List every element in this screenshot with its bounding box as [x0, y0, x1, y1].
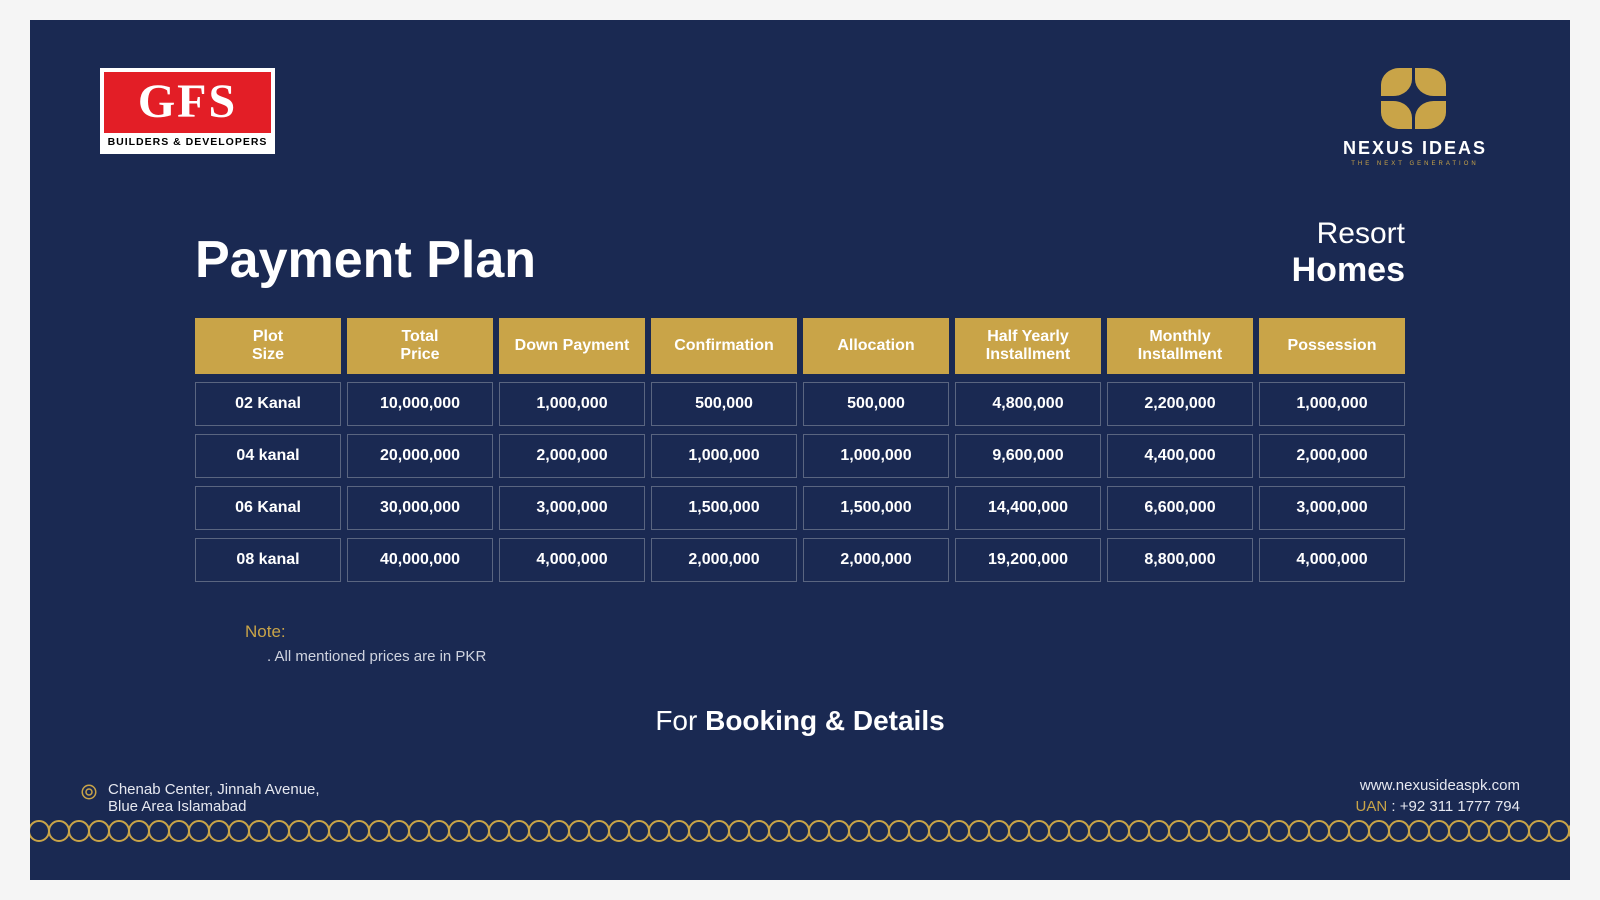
table-header-cell: Down Payment [499, 318, 645, 374]
uan-label: UAN [1356, 798, 1388, 815]
gfs-logo: GFS BUILDERS & DEVELOPERS [100, 68, 275, 154]
table-cell: 10,000,000 [347, 382, 493, 426]
table-cell: 2,000,000 [803, 538, 949, 582]
title-row: Payment Plan Resort Homes [195, 217, 1405, 290]
table-cell: 19,200,000 [955, 538, 1101, 582]
table-cell: 6,600,000 [1107, 486, 1253, 530]
decorative-border-pattern [30, 820, 1570, 842]
table-body: 02 Kanal10,000,0001,000,000500,000500,00… [195, 382, 1405, 582]
uan-line: UAN : +92 311 1777 794 [1356, 798, 1520, 815]
note-label: Note: [245, 622, 1500, 642]
gfs-logo-subtitle: BUILDERS & DEVELOPERS [104, 133, 271, 150]
table-cell: 500,000 [803, 382, 949, 426]
table-cell: 500,000 [651, 382, 797, 426]
table-cell: 2,200,000 [1107, 382, 1253, 426]
table-header-row: PlotSizeTotalPriceDown PaymentConfirmati… [195, 318, 1405, 374]
table-cell: 4,400,000 [1107, 434, 1253, 478]
note-text: . All mentioned prices are in PKR [267, 648, 1500, 665]
table-cell: 8,800,000 [1107, 538, 1253, 582]
table-header-cell: Confirmation [651, 318, 797, 374]
table-cell: 02 Kanal [195, 382, 341, 426]
table-cell: 1,500,000 [651, 486, 797, 530]
table-header-cell: PlotSize [195, 318, 341, 374]
table-cell: 2,000,000 [1259, 434, 1405, 478]
table-cell: 06 Kanal [195, 486, 341, 530]
table-cell: 2,000,000 [499, 434, 645, 478]
table-cell: 1,000,000 [803, 434, 949, 478]
nexus-logo: NEXUS IDEAS THE NEXT GENERATION [1330, 68, 1500, 167]
table-row: 04 kanal20,000,0002,000,0001,000,0001,00… [195, 434, 1405, 478]
table-cell: 1,000,000 [1259, 382, 1405, 426]
table-cell: 40,000,000 [347, 538, 493, 582]
table-cell: 4,800,000 [955, 382, 1101, 426]
nexus-logo-tagline: THE NEXT GENERATION [1330, 161, 1500, 167]
booking-bold: Booking & Details [705, 705, 945, 736]
page-title: Payment Plan [195, 230, 536, 290]
table-row: 06 Kanal30,000,0003,000,0001,500,0001,50… [195, 486, 1405, 530]
table-cell: 9,600,000 [955, 434, 1101, 478]
website-text: www.nexusideaspk.com [1356, 777, 1520, 794]
location-pin-icon [80, 783, 98, 805]
table-cell: 4,000,000 [1259, 538, 1405, 582]
header-row: GFS BUILDERS & DEVELOPERS NEXUS IDEAS TH… [100, 68, 1500, 167]
contact-block: www.nexusideaspk.com UAN : +92 311 1777 … [1356, 777, 1520, 815]
uan-sep: : [1387, 798, 1400, 815]
table-cell: 1,000,000 [651, 434, 797, 478]
table-header-cell: Possession [1259, 318, 1405, 374]
booking-cta: For Booking & Details [100, 705, 1500, 737]
table-cell: 3,000,000 [1259, 486, 1405, 530]
table-header-cell: Half YearlyInstallment [955, 318, 1101, 374]
booking-prefix: For [655, 705, 705, 736]
payment-plan-slide: GFS BUILDERS & DEVELOPERS NEXUS IDEAS TH… [30, 20, 1570, 880]
payment-table: PlotSizeTotalPriceDown PaymentConfirmati… [195, 318, 1405, 582]
table-cell: 20,000,000 [347, 434, 493, 478]
table-cell: 1,500,000 [803, 486, 949, 530]
property-line2: Homes [1292, 251, 1405, 290]
nexus-logo-text: NEXUS IDEAS [1330, 138, 1500, 159]
note-block: Note: . All mentioned prices are in PKR [245, 622, 1500, 665]
table-row: 02 Kanal10,000,0001,000,000500,000500,00… [195, 382, 1405, 426]
table-cell: 30,000,000 [347, 486, 493, 530]
footer-row: Chenab Center, Jinnah Avenue, Blue Area … [80, 777, 1520, 815]
table-cell: 14,400,000 [955, 486, 1101, 530]
table-cell: 08 kanal [195, 538, 341, 582]
property-line1: Resort [1292, 217, 1405, 251]
table-header-cell: TotalPrice [347, 318, 493, 374]
gfs-logo-text: GFS [104, 72, 271, 133]
nexus-petals-icon [1381, 68, 1449, 130]
table-header-cell: Allocation [803, 318, 949, 374]
table-cell: 1,000,000 [499, 382, 645, 426]
table-cell: 4,000,000 [499, 538, 645, 582]
address-line1: Chenab Center, Jinnah Avenue, [108, 781, 320, 798]
uan-value: +92 311 1777 794 [1400, 798, 1520, 815]
table-cell: 3,000,000 [499, 486, 645, 530]
address-block: Chenab Center, Jinnah Avenue, Blue Area … [80, 781, 320, 815]
table-cell: 04 kanal [195, 434, 341, 478]
address-lines: Chenab Center, Jinnah Avenue, Blue Area … [108, 781, 320, 815]
table-header-cell: MonthlyInstallment [1107, 318, 1253, 374]
table-cell: 2,000,000 [651, 538, 797, 582]
table-row: 08 kanal40,000,0004,000,0002,000,0002,00… [195, 538, 1405, 582]
property-brand: Resort Homes [1292, 217, 1405, 290]
address-line2: Blue Area Islamabad [108, 798, 320, 815]
